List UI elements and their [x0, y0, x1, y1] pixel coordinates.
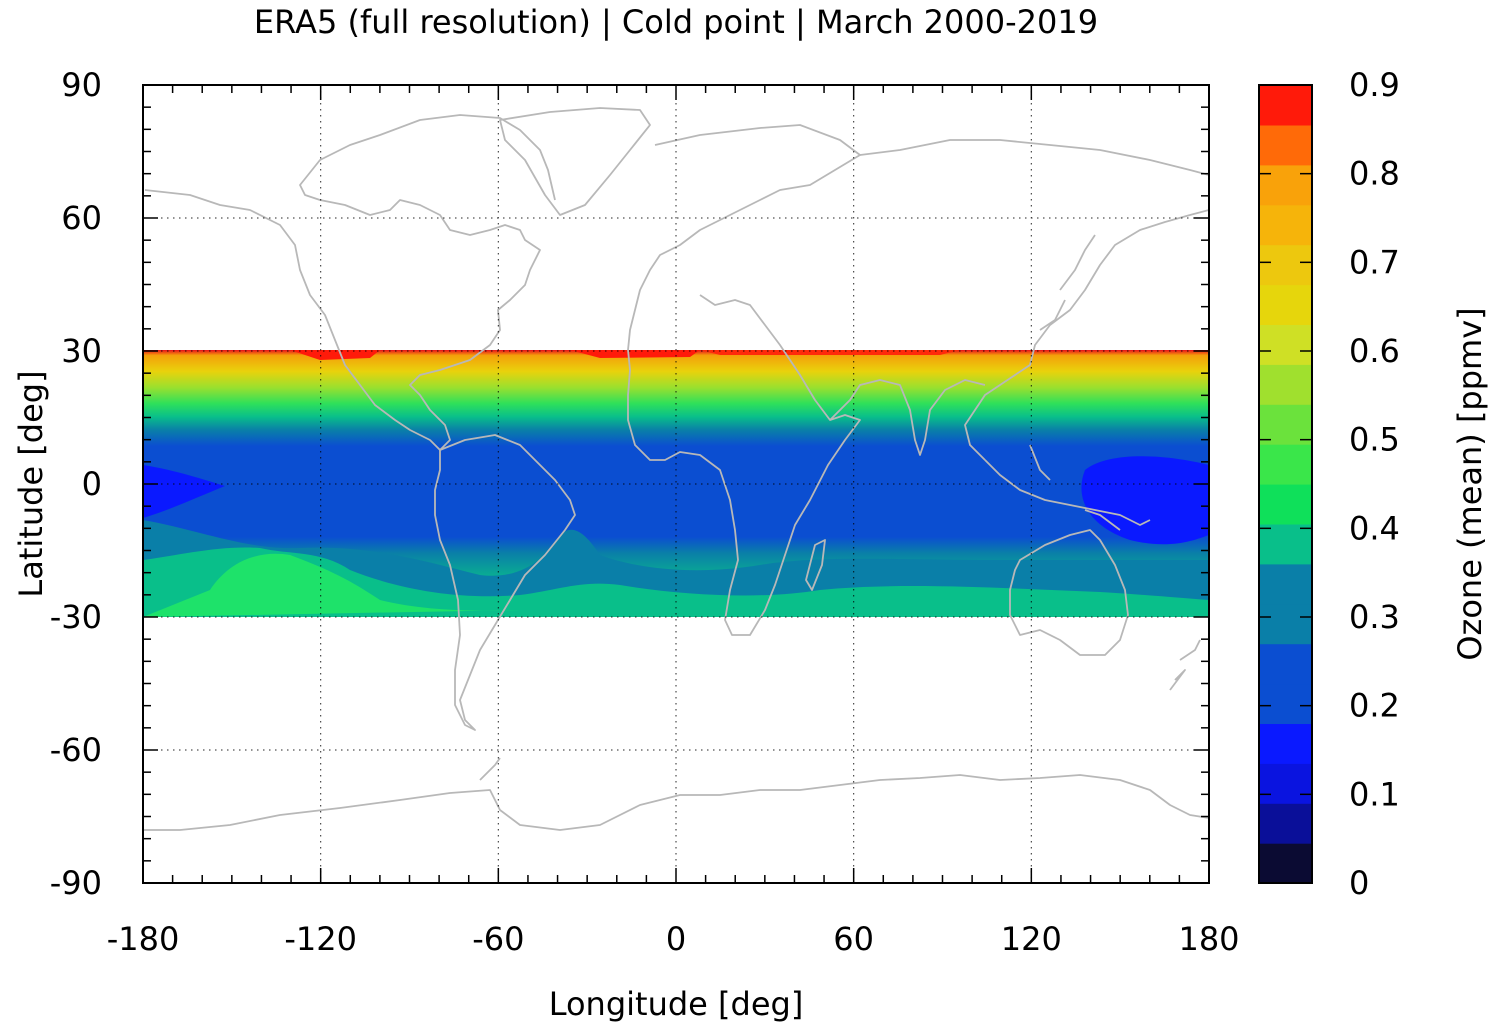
y-axis-label: Latitude [deg] [12, 370, 50, 597]
ozone-south-bright-patch [143, 553, 520, 617]
colorbar-ticks [1259, 84, 1312, 884]
ozone-low-core-pacific-west [1081, 456, 1209, 545]
plot-ticks [142, 84, 1210, 884]
ozone-high-patch-africa-asia [700, 350, 960, 355]
colorbar-band [1259, 124, 1312, 166]
colorbar-band [1259, 444, 1312, 485]
colorbar-band [1259, 484, 1312, 525]
coastline-asia [859, 139, 1209, 461]
colorbar-tick-label: 0.4 [1349, 509, 1400, 547]
colorbar-band [1259, 643, 1312, 685]
coastline-antarctic-peninsula [479, 757, 501, 781]
y-tick-label: -30 [50, 598, 102, 636]
x-tick-label: -60 [472, 920, 524, 958]
colorbar-frame [1258, 84, 1313, 884]
colorbar-tick-label: 0.3 [1349, 598, 1400, 636]
coastline-japan [1039, 234, 1096, 331]
chart-title: ERA5 (full resolution) | Cold point | Ma… [254, 3, 1098, 41]
y-tick-label: 60 [61, 199, 102, 237]
x-axis-label: Longitude [deg] [549, 985, 804, 1023]
colorbar-tick-label: 0.2 [1349, 687, 1400, 725]
colorbar-band [1259, 683, 1312, 724]
ozone-south-green-patch [143, 547, 1209, 617]
y-tick-label: -60 [50, 731, 102, 769]
colorbar-band [1259, 164, 1312, 206]
colorbar-band [1259, 843, 1312, 884]
coastline-antarctica [143, 774, 1209, 831]
colorbar-band [1259, 85, 1312, 126]
colorbar-bands [1259, 85, 1312, 884]
coastlines [143, 107, 1209, 831]
y-tick-label: 90 [61, 66, 102, 104]
ozone-high-patch-america [290, 350, 380, 360]
coastline-south-america [434, 434, 576, 731]
x-tick-label: 0 [666, 920, 686, 958]
colorbar-tick-label: 0.8 [1349, 155, 1400, 193]
x-tick-label: -120 [284, 920, 357, 958]
coastline-indonesia [984, 444, 1151, 531]
y-tick-label: -90 [50, 864, 102, 902]
colorbar-band [1259, 204, 1312, 246]
colorbar-tick-label: 0.7 [1349, 243, 1400, 281]
colorbar-tick-label: 0.5 [1349, 421, 1400, 459]
colorbar-band [1259, 803, 1312, 844]
colorbar-tick-label: 0.9 [1349, 66, 1400, 104]
coastline-africa-europe [627, 124, 861, 636]
colorbar-band [1259, 284, 1312, 325]
x-tick-labels: -180 -120 -60 0 60 120 180 [107, 920, 1240, 958]
ozone-high-patch-atlantic [570, 350, 700, 358]
y-tick-labels: -90 -60 -30 0 30 60 90 [50, 66, 102, 902]
coastline-new-zealand [1169, 639, 1201, 691]
y-tick-label: 0 [82, 465, 102, 503]
x-tick-label: 60 [833, 920, 874, 958]
colorbar-band [1259, 324, 1312, 365]
colorbar-band [1259, 563, 1312, 605]
colorbar-band [1259, 523, 1312, 565]
coastline-north-america [144, 114, 556, 451]
y-tick-label: 30 [61, 332, 102, 370]
colorbar-band [1259, 763, 1312, 804]
coastline-arabia-india [829, 379, 986, 456]
gridlines [143, 85, 1209, 883]
colorbar-band [1259, 603, 1312, 645]
colorbar [1258, 84, 1313, 884]
colorbar-label: Ozone (mean) [ppmv] [1451, 307, 1489, 660]
colorbar-band [1259, 244, 1312, 286]
colorbar-band [1259, 404, 1312, 445]
coastline-madagascar [805, 539, 826, 591]
x-tick-label: 120 [1001, 920, 1062, 958]
colorbar-tick-label: 0 [1349, 864, 1369, 902]
colorbar-band [1259, 364, 1312, 405]
colorbar-tick-label: 0.6 [1349, 332, 1400, 370]
colorbar-tick-labels: 0 0.1 0.2 0.3 0.4 0.5 0.6 0.7 0.8 0.9 [1349, 66, 1400, 902]
ozone-low-core-pacific-east [143, 465, 225, 518]
coastline-australia [1009, 529, 1129, 656]
colorbar-band [1259, 723, 1312, 764]
x-tick-label: 180 [1178, 920, 1239, 958]
plot-area [142, 84, 1210, 884]
coastline-greenland [499, 107, 651, 216]
colorbar-tick-label: 0.1 [1349, 775, 1400, 813]
x-tick-label: -180 [107, 920, 180, 958]
